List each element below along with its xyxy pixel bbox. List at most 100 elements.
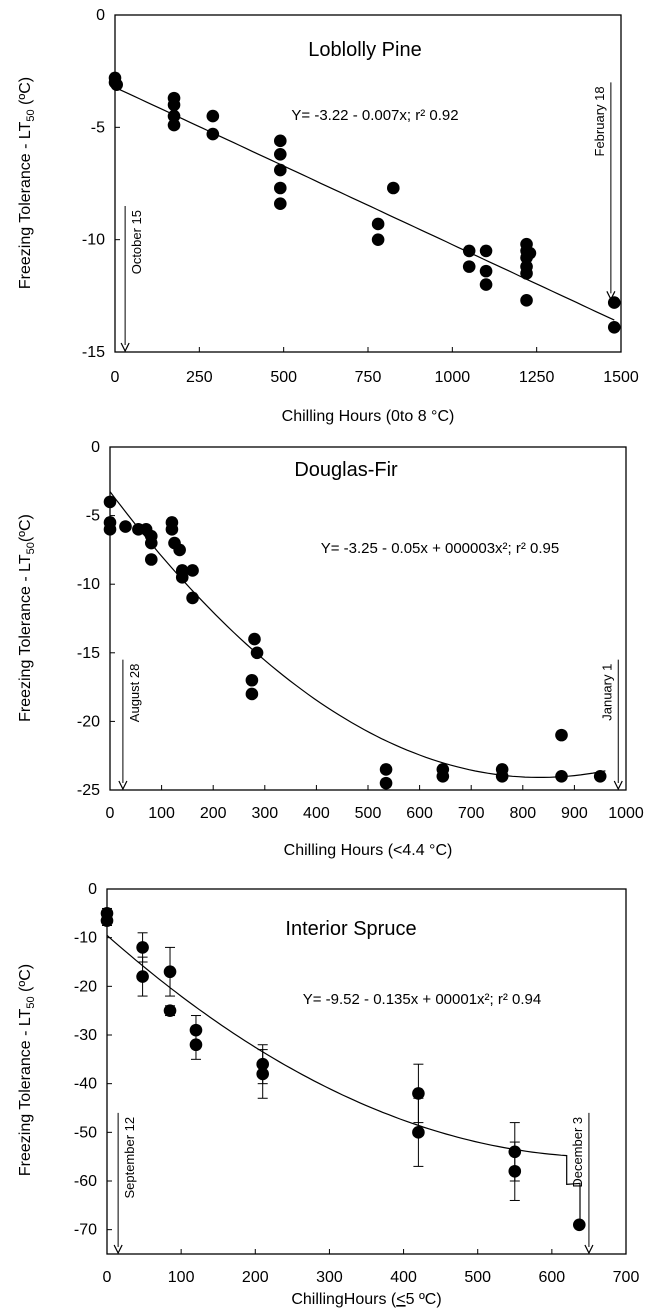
x-tick-label: 100	[148, 805, 175, 822]
data-point	[100, 914, 114, 927]
data-point	[103, 495, 117, 509]
x-tick-label: 900	[561, 805, 588, 822]
x-tick-label: 1500	[603, 369, 639, 386]
y-tick-label: 0	[91, 439, 100, 456]
data-point	[167, 109, 181, 123]
data-point	[119, 520, 132, 533]
data-point	[523, 246, 537, 260]
data-point	[412, 1126, 425, 1139]
x-tick-label: 0	[111, 369, 120, 386]
y-tick-label: -10	[74, 930, 97, 947]
x-tick-label: 1000	[435, 369, 471, 386]
data-point	[520, 267, 533, 280]
x-axis-label: Chilling Hours (0to 8 °C)	[282, 408, 455, 425]
data-point	[110, 78, 123, 91]
plot-frame	[114, 14, 622, 353]
y-axis-label-part: Freezing Tolerance - LT	[17, 1008, 34, 1176]
x-tick-label: 100	[168, 1269, 195, 1286]
data-point	[479, 278, 493, 291]
data-point	[555, 728, 568, 742]
data-point	[245, 673, 259, 687]
date-annotation: September 12	[122, 1117, 137, 1199]
y-tick-label: -25	[77, 782, 100, 799]
data-point	[412, 1087, 425, 1100]
data-point	[593, 769, 607, 783]
chart-panel-2: 0 100 200 300 400 500 600 700 800 900 1000 0 -5 -10 -1…	[17, 439, 644, 859]
date-arrowhead	[118, 780, 128, 791]
y-tick-label: 0	[96, 7, 105, 24]
chart-panel-1: 0 250 500 750 1000 1250 1500 0 -5 -10 -15 Loblolly …	[17, 7, 639, 425]
data-point	[371, 233, 385, 246]
data-point	[144, 536, 158, 550]
regression-equation: Y= -3.25 - 0.05x + 000003x²; r² 0.95	[321, 540, 559, 557]
plot-frame	[109, 446, 627, 791]
x-tick-label: 400	[303, 805, 330, 822]
y-axis-label-part: Freezing Tolerance - LT	[17, 121, 34, 289]
data-point	[144, 553, 158, 566]
fit-curve	[114, 86, 615, 321]
chart-title: Douglas-Fir	[294, 459, 398, 481]
data-point	[250, 646, 264, 660]
y-axis-label-subscript: 50	[25, 996, 37, 1008]
date-arrowhead	[606, 291, 616, 301]
data-point	[245, 687, 259, 701]
y-axis-label-part: (ºC)	[17, 964, 34, 997]
x-tick-label: 1000	[608, 805, 644, 822]
x-tick-label: 0	[106, 805, 115, 822]
data-point	[186, 564, 199, 577]
y-tick-label: -60	[74, 1173, 97, 1190]
date-annotation: December 3	[570, 1117, 585, 1188]
x-tick-label: 1250	[519, 369, 555, 386]
date-arrowhead	[120, 342, 130, 353]
data-point	[206, 127, 220, 141]
data-point	[248, 632, 261, 646]
y-axis-label-part: (ºC)	[17, 514, 34, 542]
data-point	[186, 591, 199, 605]
date-annotation: January 1	[599, 664, 614, 721]
y-tick-label: -15	[82, 344, 105, 361]
x-tick-label: 300	[316, 1269, 343, 1286]
x-tick-label: 250	[186, 369, 213, 386]
y-tick-label: -70	[74, 1222, 97, 1239]
data-point	[520, 294, 533, 307]
x-axis-label: Chilling Hours (<4.4 °C)	[284, 842, 453, 859]
regression-equation: Y= -9.52 - 0.135x + 00001x²; r² 0.94	[303, 991, 541, 1008]
date-arrowhead	[113, 1244, 123, 1255]
x-tick-label: 500	[464, 1269, 491, 1286]
data-point	[167, 98, 181, 112]
x-tick-label: 700	[458, 805, 485, 822]
y-axis-label-part: Freezing Tolerance - LT	[17, 554, 34, 722]
data-point	[462, 244, 476, 258]
x-tick-label: 200	[242, 1269, 269, 1286]
regression-equation: Y= -3.22 - 0.007x; r² 0.92	[291, 107, 458, 124]
data-point	[163, 1004, 177, 1017]
data-point	[273, 134, 287, 148]
x-axis-label-part: <	[396, 1291, 405, 1308]
fit-curve	[106, 934, 581, 1225]
data-point	[436, 769, 450, 783]
data-point	[273, 147, 287, 161]
y-tick-label: -5	[91, 119, 105, 136]
y-tick-label: -30	[74, 1027, 97, 1044]
data-point	[136, 970, 149, 983]
data-point	[273, 197, 287, 211]
date-annotation: August 28	[127, 664, 142, 723]
y-axis-label-subscript: 50	[25, 109, 37, 121]
x-tick-label: 750	[355, 369, 382, 386]
y-tick-label: 0	[88, 881, 97, 898]
x-tick-label: 500	[355, 805, 382, 822]
x-tick-label: 800	[509, 805, 536, 822]
data-point	[173, 543, 186, 557]
date-arrowhead	[613, 780, 623, 791]
y-axis-label-part: (ºC)	[17, 77, 34, 110]
data-point	[165, 523, 179, 536]
data-point	[136, 941, 149, 954]
data-point	[379, 776, 393, 790]
data-point	[256, 1067, 270, 1081]
data-point	[379, 763, 393, 776]
chart-panel-3: 0 100 200 300 400 500 600 700 0 -10 -20 -30 -40 -50 -6…	[17, 881, 639, 1308]
x-tick-label: 400	[390, 1269, 417, 1286]
data-point	[175, 571, 189, 584]
x-tick-label: 500	[270, 369, 297, 386]
